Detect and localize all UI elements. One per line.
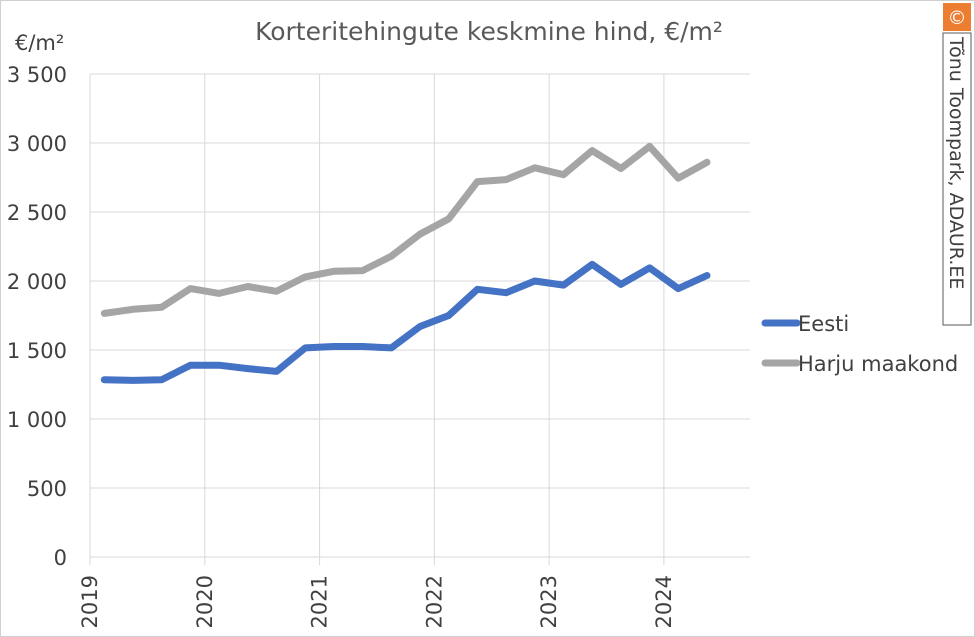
y-tick-label: 500 (27, 477, 67, 501)
legend-label-harju-maakond: Harju maakond (798, 352, 958, 376)
y-tick-label: 1 000 (7, 408, 67, 432)
series-line-harju-maakond (100, 142, 711, 317)
copyright-credit: © Tõnu Toompark, ADAUR.EE (942, 3, 972, 326)
legend: Eesti Harju maakond (761, 312, 958, 376)
y-axis-unit-label: €/m² (15, 31, 64, 55)
credit-text: Tõnu Toompark, ADAUR.EE (945, 36, 967, 289)
series-line-eesti (100, 260, 711, 384)
copyright-symbol: © (948, 7, 967, 29)
credit-box (942, 32, 972, 326)
x-tick-label: 2020 (193, 575, 217, 628)
x-tick-label: 2023 (537, 575, 561, 628)
copyright-badge (943, 3, 971, 31)
y-tick-label: 2 500 (7, 201, 67, 225)
chart-title: Korteritehingute keskmine hind, €/m² (255, 17, 723, 46)
x-tick-label: 2021 (308, 575, 332, 628)
y-tick-label: 2 000 (7, 270, 67, 294)
y-tick-label: 3 000 (7, 132, 67, 156)
y-tick-label: 3 500 (7, 63, 67, 87)
y-tick-label: 1 500 (7, 339, 67, 363)
x-tick-label: 2024 (652, 575, 676, 628)
vertical-gridlines (89, 74, 665, 565)
x-tick-label: 2022 (422, 575, 446, 628)
y-tick-label: 0 (54, 546, 67, 570)
horizontal-gridlines (90, 73, 750, 558)
series-lines (100, 142, 711, 384)
y-axis-tick-labels: 0 500 1 000 1 500 2 000 2 500 3 000 3 500 (7, 63, 67, 570)
x-tick-label: 2019 (78, 575, 102, 628)
x-axis-tick-labels: 2019 2020 2021 2022 2023 2024 (78, 575, 676, 628)
legend-label-eesti: Eesti (798, 312, 849, 336)
